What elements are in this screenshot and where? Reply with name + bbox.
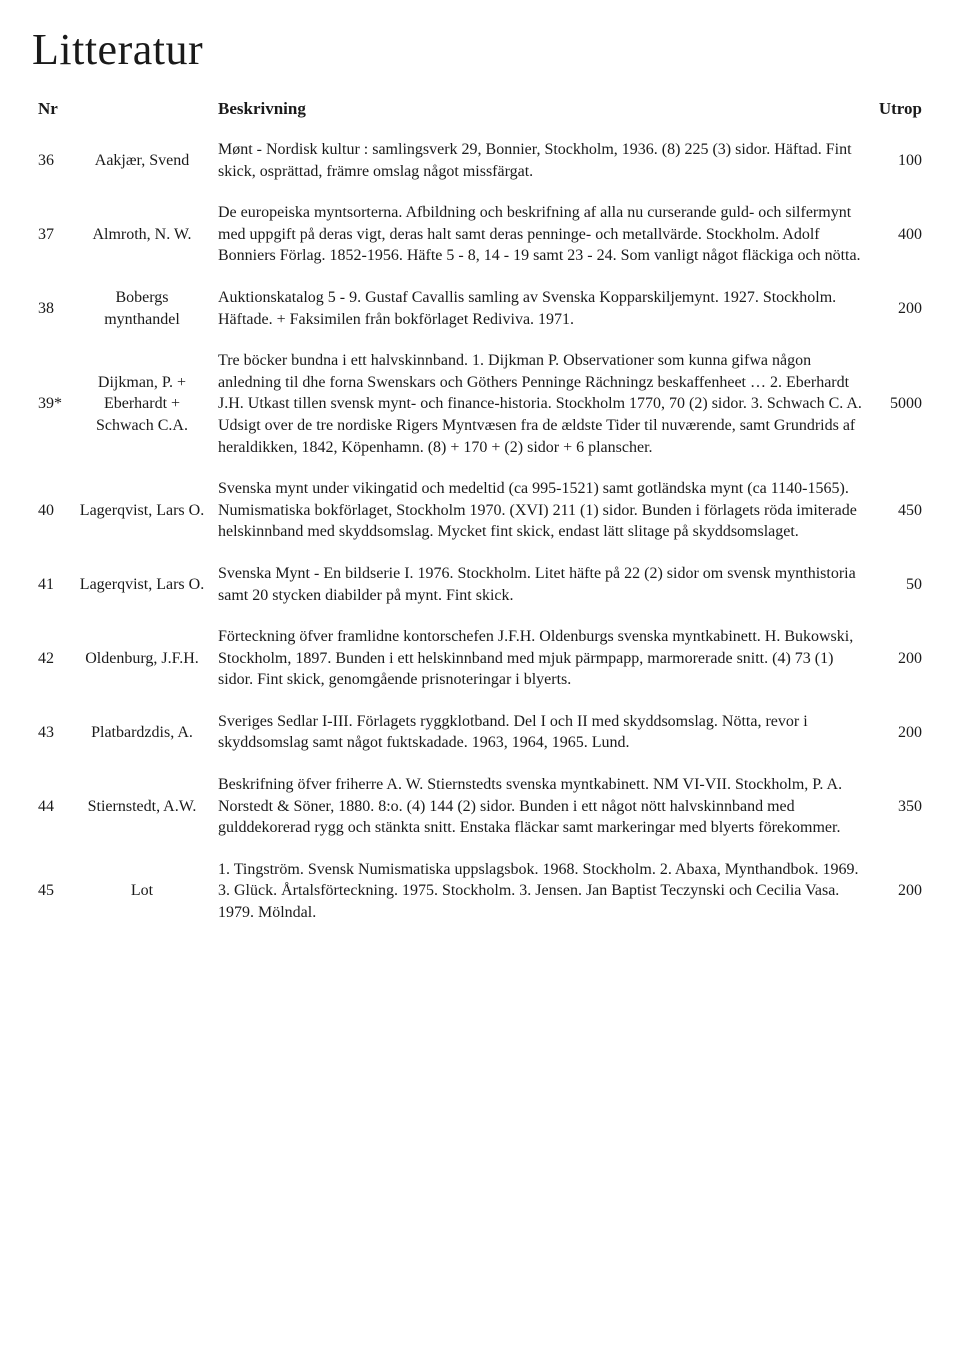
cell-description: De europeiska myntsorterna. Afbildning o… — [212, 192, 868, 277]
table-row: 45Lot1. Tingström. Svensk Numismatiska u… — [32, 849, 928, 934]
cell-nr: 42 — [32, 616, 72, 701]
table-row: 37Almroth, N. W.De europeiska myntsorter… — [32, 192, 928, 277]
header-author — [72, 93, 212, 129]
table-row: 36Aakjær, SvendMønt - Nordisk kultur : s… — [32, 129, 928, 192]
cell-utrop: 200 — [868, 701, 928, 764]
cell-nr: 40 — [32, 468, 72, 553]
cell-utrop: 450 — [868, 468, 928, 553]
cell-nr: 44 — [32, 764, 72, 849]
cell-nr: 41 — [32, 553, 72, 616]
cell-nr: 36 — [32, 129, 72, 192]
cell-author: Lagerqvist, Lars O. — [72, 553, 212, 616]
cell-utrop: 5000 — [868, 340, 928, 468]
cell-utrop: 400 — [868, 192, 928, 277]
table-row: 43Platbardzdis, A.Sveriges Sedlar I-III.… — [32, 701, 928, 764]
table-row: 39*Dijkman, P. + Eberhardt + Schwach C.A… — [32, 340, 928, 468]
cell-author: Bobergs mynthandel — [72, 277, 212, 340]
literature-table: Nr Beskrivning Utrop 36Aakjær, SvendMønt… — [32, 93, 928, 934]
cell-utrop: 100 — [868, 129, 928, 192]
cell-description: Tre böcker bundna i ett halvskinnband. 1… — [212, 340, 868, 468]
table-row: 44Stiernstedt, A.W.Beskrifning öfver fri… — [32, 764, 928, 849]
header-nr: Nr — [32, 93, 72, 129]
cell-utrop: 200 — [868, 616, 928, 701]
cell-nr: 37 — [32, 192, 72, 277]
cell-author: Platbardzdis, A. — [72, 701, 212, 764]
table-row: 42Oldenburg, J.F.H.Förteckning öfver fra… — [32, 616, 928, 701]
cell-author: Dijkman, P. + Eberhardt + Schwach C.A. — [72, 340, 212, 468]
cell-author: Oldenburg, J.F.H. — [72, 616, 212, 701]
cell-description: Svenska Mynt - En bildserie I. 1976. Sto… — [212, 553, 868, 616]
table-header-row: Nr Beskrivning Utrop — [32, 93, 928, 129]
cell-utrop: 200 — [868, 849, 928, 934]
cell-author: Stiernstedt, A.W. — [72, 764, 212, 849]
cell-utrop: 200 — [868, 277, 928, 340]
header-beskrivning: Beskrivning — [212, 93, 868, 129]
cell-author: Almroth, N. W. — [72, 192, 212, 277]
cell-description: Förteckning öfver framlidne kontorschefe… — [212, 616, 868, 701]
header-utrop: Utrop — [868, 93, 928, 129]
cell-description: Svenska mynt under vikingatid och medelt… — [212, 468, 868, 553]
cell-description: 1. Tingström. Svensk Numismatiska uppsla… — [212, 849, 868, 934]
cell-nr: 38 — [32, 277, 72, 340]
page-title: Litteratur — [32, 24, 928, 75]
cell-nr: 45 — [32, 849, 72, 934]
cell-description: Mønt - Nordisk kultur : samlingsverk 29,… — [212, 129, 868, 192]
cell-nr: 43 — [32, 701, 72, 764]
cell-utrop: 50 — [868, 553, 928, 616]
cell-author: Lagerqvist, Lars O. — [72, 468, 212, 553]
table-row: 40Lagerqvist, Lars O.Svenska mynt under … — [32, 468, 928, 553]
cell-author: Lot — [72, 849, 212, 934]
cell-description: Sveriges Sedlar I-III. Förlagets ryggklo… — [212, 701, 868, 764]
cell-utrop: 350 — [868, 764, 928, 849]
table-row: 41Lagerqvist, Lars O.Svenska Mynt - En b… — [32, 553, 928, 616]
table-row: 38Bobergs mynthandelAuktionskatalog 5 - … — [32, 277, 928, 340]
cell-nr: 39* — [32, 340, 72, 468]
cell-description: Auktionskatalog 5 - 9. Gustaf Cavallis s… — [212, 277, 868, 340]
cell-author: Aakjær, Svend — [72, 129, 212, 192]
cell-description: Beskrifning öfver friherre A. W. Stierns… — [212, 764, 868, 849]
